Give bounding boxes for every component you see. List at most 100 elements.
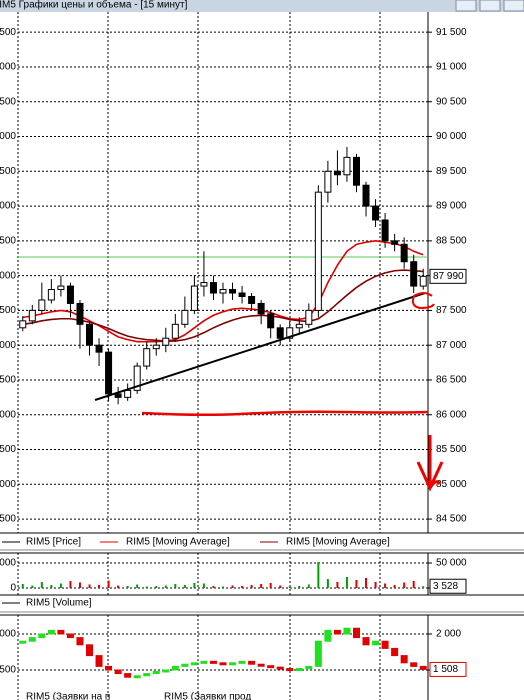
y-tick-label-left: 89 500 <box>0 166 16 177</box>
volume-bar <box>345 577 348 588</box>
candle-body <box>400 243 408 263</box>
order-candle <box>362 637 370 646</box>
y-tick-label: 90 000 <box>436 131 467 142</box>
volume-bar <box>422 586 425 588</box>
y-tick-label: 84 500 <box>436 514 467 525</box>
order-candle <box>324 629 332 642</box>
volume-bar <box>117 585 120 588</box>
volume-bar <box>365 578 368 588</box>
last-value-label: 87 990 <box>433 271 464 282</box>
y-tick-label: 87 000 <box>436 340 467 351</box>
candle-body <box>38 299 46 311</box>
candle-body <box>267 313 275 329</box>
y-tick-label-left: 89 000 <box>0 201 16 212</box>
minimize-button[interactable] <box>455 0 477 12</box>
volume-bar <box>164 585 167 588</box>
volume-bar <box>88 584 91 588</box>
volume-bar <box>183 585 186 588</box>
candle-body <box>47 289 55 301</box>
order-candle <box>133 675 141 679</box>
order-candle <box>410 662 418 667</box>
y-tick-label-left: 0 <box>10 583 16 594</box>
candle-body <box>257 302 265 315</box>
y-tick-label-left: 87 500 <box>0 305 16 316</box>
y-tick-label-left: 90 000 <box>0 131 16 142</box>
volume-bar <box>155 586 158 588</box>
candle-body <box>76 302 84 325</box>
volume-bar <box>355 580 358 588</box>
volume-bar <box>40 582 43 588</box>
order-candle <box>286 668 294 672</box>
y-tick-label: 91 500 <box>436 27 467 38</box>
order-candle <box>209 660 217 664</box>
order-candle <box>248 660 256 665</box>
candle-body <box>314 191 322 311</box>
order-candle <box>305 665 313 670</box>
order-candle <box>229 662 237 666</box>
candle-body <box>190 285 198 311</box>
y-tick-label: 85 500 <box>436 444 467 455</box>
order-candle <box>200 660 208 664</box>
order-candle <box>152 670 160 675</box>
candle-body <box>391 240 399 245</box>
candle-body <box>276 327 284 339</box>
volume-bar <box>21 584 24 588</box>
legend-label: RIM5 [Moving Average] <box>126 537 230 548</box>
volume-bar <box>78 582 81 588</box>
y-tick-label-left: 1 500 <box>0 665 16 676</box>
candle-body <box>419 275 427 287</box>
hand-circle <box>411 292 435 310</box>
y-tick-label-left: 85 000 <box>0 479 16 490</box>
y-tick-label: 91 000 <box>436 62 467 73</box>
order-candle <box>57 629 65 635</box>
candle-body <box>105 351 113 395</box>
volume-bar <box>126 586 129 588</box>
close-button[interactable] <box>503 0 524 12</box>
volume-bar <box>412 581 415 588</box>
candle-body <box>381 219 389 242</box>
volume-bar <box>69 581 72 588</box>
volume-bar <box>279 585 282 588</box>
candle-body <box>362 184 370 207</box>
candle-body <box>57 285 65 291</box>
order-candle <box>257 663 265 667</box>
volume-bar <box>50 585 53 588</box>
volume-bar <box>107 580 110 588</box>
last-value-label: 3 528 <box>433 581 458 592</box>
candle-body <box>219 289 227 294</box>
volume-bar <box>298 586 301 588</box>
candle-body <box>171 323 179 339</box>
order-candle <box>181 663 189 667</box>
order-candle <box>47 629 55 635</box>
volume-bar <box>336 582 339 588</box>
volume-bar <box>174 584 177 588</box>
candle-body <box>229 289 237 294</box>
maximize-button[interactable] <box>479 0 501 12</box>
order-candle <box>76 637 84 646</box>
order-candle <box>238 660 246 664</box>
volume-bar <box>326 579 329 588</box>
volume-bar <box>212 586 215 588</box>
y-tick-label: 2 000 <box>436 629 461 640</box>
volume-bar <box>269 583 272 588</box>
candle-body <box>143 348 151 367</box>
y-tick-label-left: 88 000 <box>0 270 16 281</box>
y-tick-label: 87 500 <box>436 305 467 316</box>
volume-bar <box>59 583 62 588</box>
y-tick-label-left: 87 000 <box>0 340 16 351</box>
candle-body <box>124 389 132 398</box>
y-tick-label: 88 500 <box>436 235 467 246</box>
y-tick-label-left: 2 000 <box>0 629 16 640</box>
y-tick-label-left: 86 000 <box>0 409 16 420</box>
candle-body <box>95 344 103 353</box>
y-tick-label: 86 500 <box>436 375 467 386</box>
order-candle <box>114 669 122 675</box>
volume-bar <box>241 586 244 588</box>
last-value-box <box>429 661 467 677</box>
order-candle <box>333 629 341 635</box>
order-candle <box>400 655 408 664</box>
volume-bar <box>317 562 320 588</box>
order-candle <box>19 640 27 644</box>
order-candle <box>419 665 427 670</box>
candle-body <box>286 327 294 339</box>
